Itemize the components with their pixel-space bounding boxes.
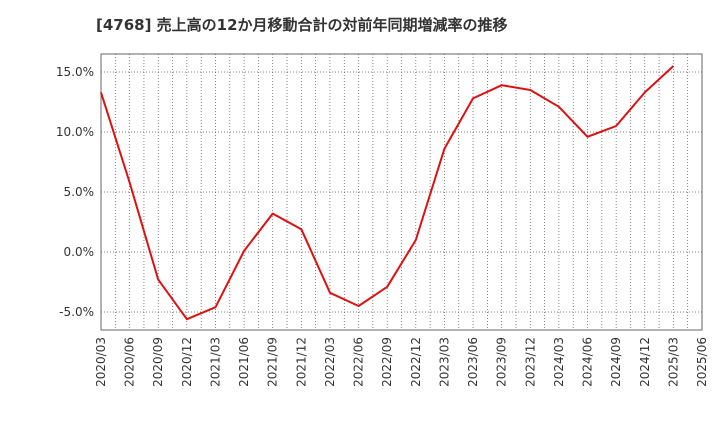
x-tick-label: 2022/06	[352, 337, 366, 387]
y-tick-label: 15.0%	[56, 65, 94, 79]
x-tick-label: 2024/12	[638, 337, 652, 387]
x-tick-label: 2023/12	[523, 337, 537, 387]
y-tick-label: 0.0%	[64, 245, 95, 259]
x-tick-label: 2022/09	[380, 337, 394, 387]
x-tick-label: 2020/09	[151, 337, 165, 387]
y-tick-label: -5.0%	[59, 305, 94, 319]
y-tick-label: 10.0%	[56, 125, 94, 139]
x-tick-label: 2020/12	[180, 337, 194, 387]
x-tick-label: 2021/12	[294, 337, 308, 387]
x-tick-label: 2025/06	[695, 337, 709, 387]
x-tick-label: 2022/03	[323, 337, 337, 387]
x-tick-label: 2021/03	[208, 337, 222, 387]
y-tick-label: 5.0%	[64, 185, 95, 199]
x-tick-label: 2021/09	[266, 337, 280, 387]
series-layer	[100, 65, 675, 321]
x-tick-label: 2020/03	[94, 337, 108, 387]
x-tick-label: 2023/06	[466, 337, 480, 387]
x-tick-label: 2025/03	[666, 337, 680, 387]
x-axis: 2020/03 2020/06 2020/09 2020/12 2021/03 2021/…	[94, 337, 709, 387]
plot-area	[100, 53, 703, 331]
grid	[100, 54, 703, 330]
x-tick-label: 2023/03	[437, 337, 451, 387]
x-tick-label: 2022/12	[409, 337, 423, 387]
x-tick-label: 2024/03	[552, 337, 566, 387]
y-axis: -5.0% 0.0% 5.0% 10.0% 15.0%	[56, 65, 94, 319]
x-tick-label: 2023/09	[495, 337, 509, 387]
x-tick-label: 2021/06	[237, 337, 251, 387]
x-tick-label: 2020/06	[123, 337, 137, 387]
x-tick-label: 2024/06	[581, 337, 595, 387]
series-line	[100, 65, 675, 321]
chart-title: [4768] 売上高の12か月移動合計の対前年同期増減率の推移	[96, 16, 508, 34]
x-tick-label: 2024/09	[609, 337, 623, 387]
